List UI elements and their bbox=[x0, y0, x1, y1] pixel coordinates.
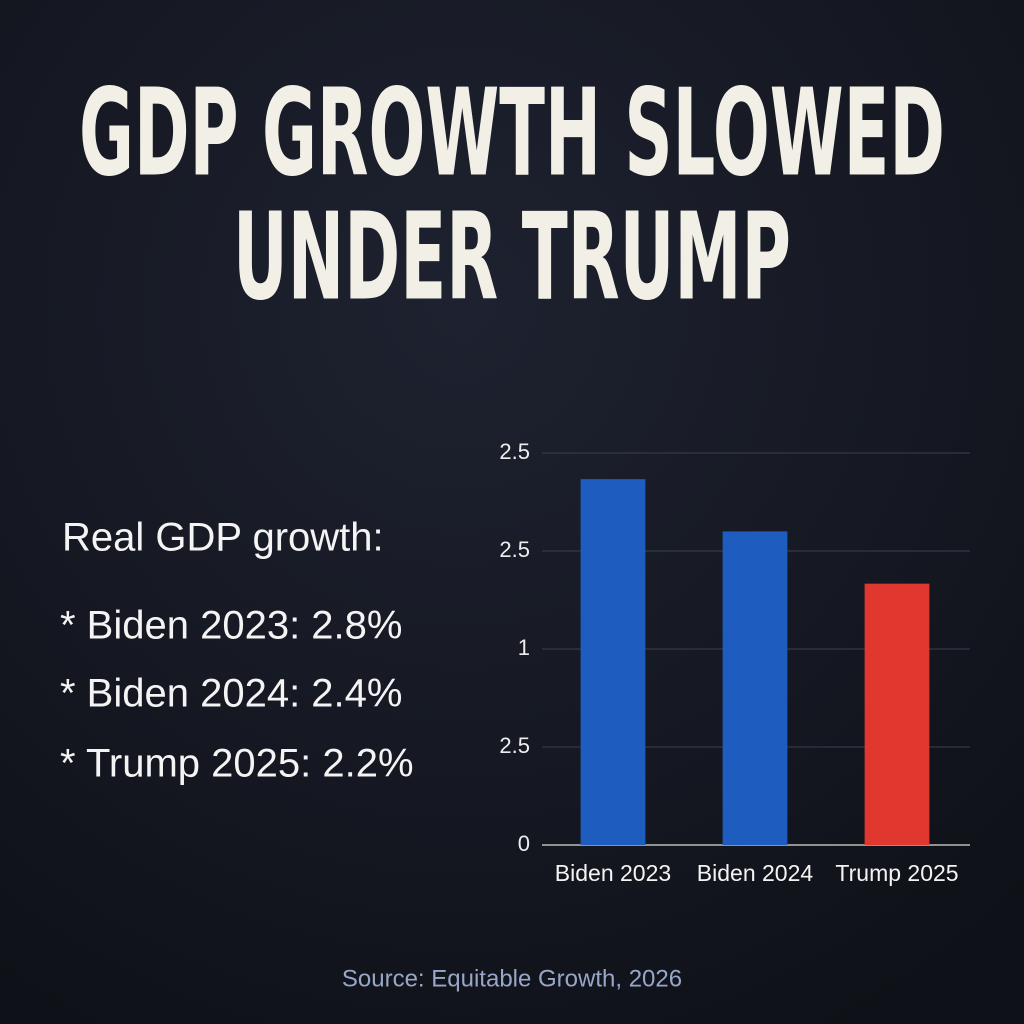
note-item: * Trump 2025: 2.2% bbox=[60, 742, 414, 786]
y-tick-label: 1 bbox=[518, 635, 530, 660]
bar-chart: 0 2.5 1 2.5 2.5 Biden 2023 Biden 2024 Trump 202… bbox=[499, 439, 970, 886]
y-tick-label: 2.5 bbox=[499, 439, 530, 464]
y-tick-label: 2.5 bbox=[499, 733, 530, 758]
note-item: * Biden 2023: 2.8% bbox=[60, 604, 402, 648]
bar bbox=[580, 479, 646, 845]
x-tick-label: Biden 2024 bbox=[697, 860, 814, 886]
y-tick-label: 0 bbox=[518, 831, 530, 856]
bar bbox=[864, 583, 930, 845]
y-tick-label: 2.5 bbox=[499, 537, 530, 562]
title-line: UNDER TRUMP bbox=[233, 189, 791, 328]
x-tick-label: Biden 2023 bbox=[555, 860, 671, 886]
source: Source: Equitable Growth, 2026 bbox=[342, 965, 682, 992]
bar bbox=[722, 531, 788, 845]
notes-heading: Real GDP growth: bbox=[62, 516, 384, 560]
title-line: GDP GROWTH SLOWED bbox=[79, 65, 945, 204]
x-tick-label: Trump 2025 bbox=[835, 860, 958, 886]
note-item: * Biden 2024: 2.4% bbox=[60, 672, 402, 716]
